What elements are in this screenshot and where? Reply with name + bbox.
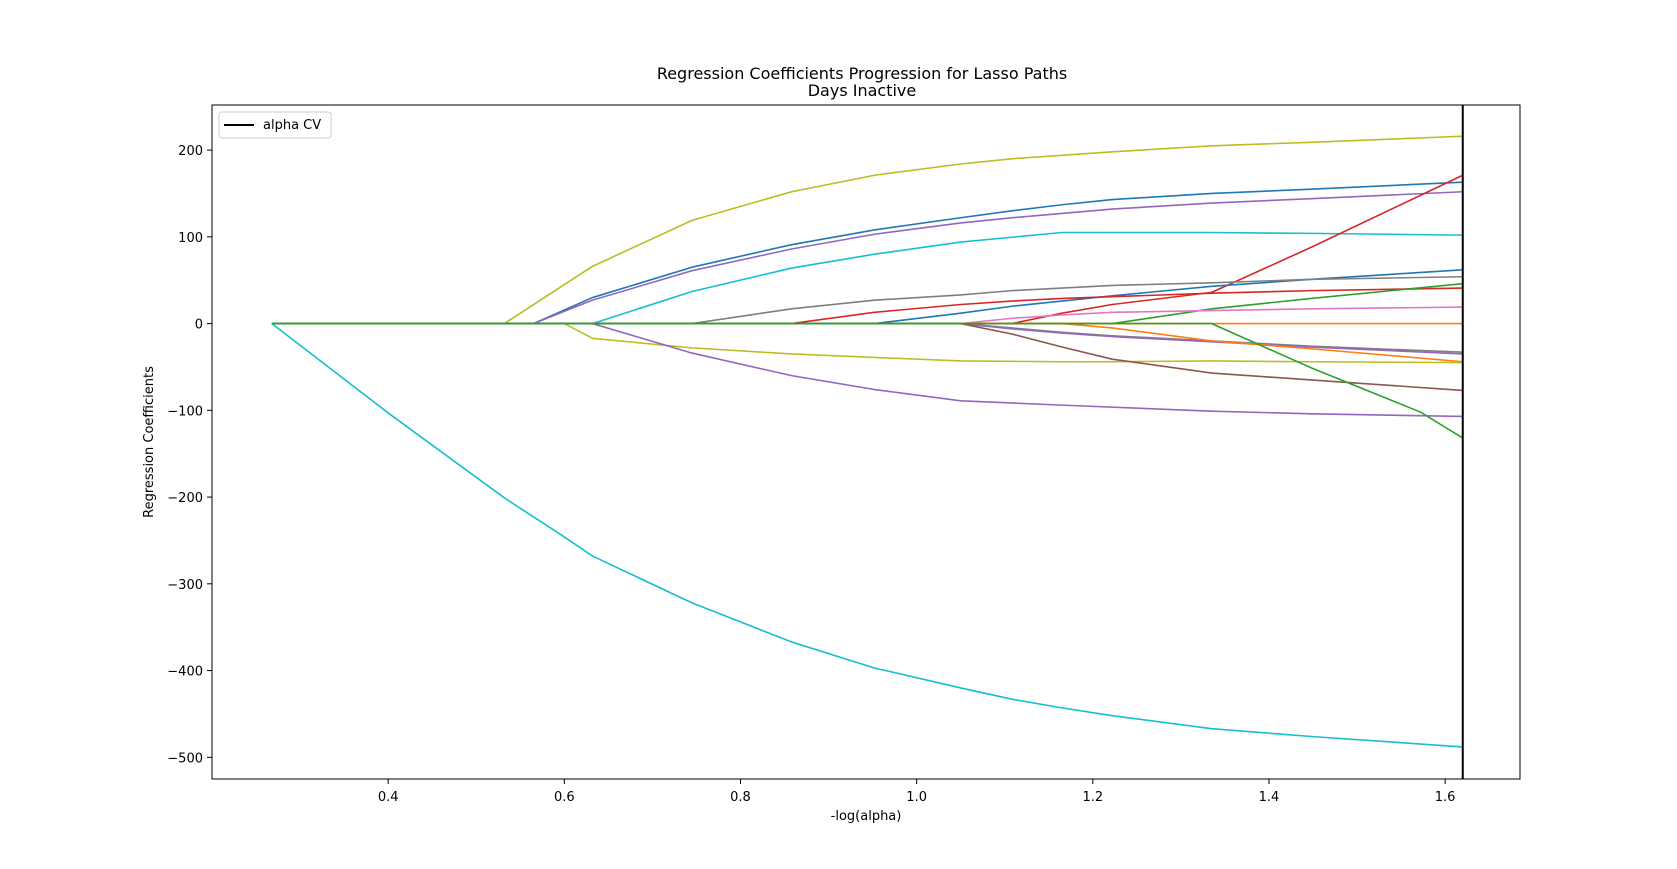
x-tick-label: 1.6	[1435, 790, 1456, 805]
series-layer	[271, 135, 1464, 748]
y-axis-ticks: 200 100 0 −100 −200 −300 −400 −500	[167, 144, 212, 766]
legend: alpha CV	[218, 111, 332, 139]
y-tick-label: 100	[178, 231, 203, 246]
y-tick-label: 0	[195, 318, 203, 333]
legend-label-alpha-cv: alpha CV	[263, 118, 321, 133]
x-tick-label: 1.4	[1259, 790, 1280, 805]
coefficient-path-2	[271, 190, 1463, 325]
x-tick-label: 0.8	[730, 790, 751, 805]
legend-box	[218, 111, 332, 139]
x-axis-label: -log(alpha)	[831, 809, 902, 824]
coefficient-path-15	[271, 322, 1463, 392]
x-tick-label: 0.6	[554, 790, 575, 805]
y-axis-label: Regression Coefficients	[142, 366, 157, 518]
coefficient-path-1	[271, 181, 1463, 325]
coefficient-path-7	[271, 287, 1463, 325]
coefficient-path-6	[271, 275, 1463, 325]
coefficient-path-18	[271, 322, 1463, 748]
coefficient-path-12	[271, 322, 1463, 355]
y-tick-label: −100	[167, 404, 203, 419]
x-tick-label: 0.4	[378, 790, 399, 805]
coefficient-path-5	[271, 269, 1463, 325]
y-tick-label: −300	[167, 578, 203, 593]
x-tick-label: 1.2	[1082, 790, 1103, 805]
coefficient-path-14	[271, 322, 1463, 364]
chart-subtitle: Days Inactive	[808, 81, 917, 100]
x-tick-label: 1.0	[906, 790, 927, 805]
y-tick-label: −500	[167, 751, 203, 766]
chart-title: Regression Coefficients Progression for …	[657, 64, 1067, 83]
coefficient-path-3	[271, 231, 1463, 325]
coefficient-path-0	[271, 135, 1463, 325]
y-tick-label: −200	[167, 491, 203, 506]
x-axis-ticks: 0.4 0.6 0.8 1.0 1.2 1.4 1.6	[378, 779, 1456, 805]
plot-frame	[211, 104, 1521, 780]
y-tick-label: −400	[167, 665, 203, 680]
coefficient-path-16	[271, 322, 1463, 418]
y-tick-label: 200	[178, 144, 203, 159]
coefficient-path-9	[271, 306, 1463, 325]
